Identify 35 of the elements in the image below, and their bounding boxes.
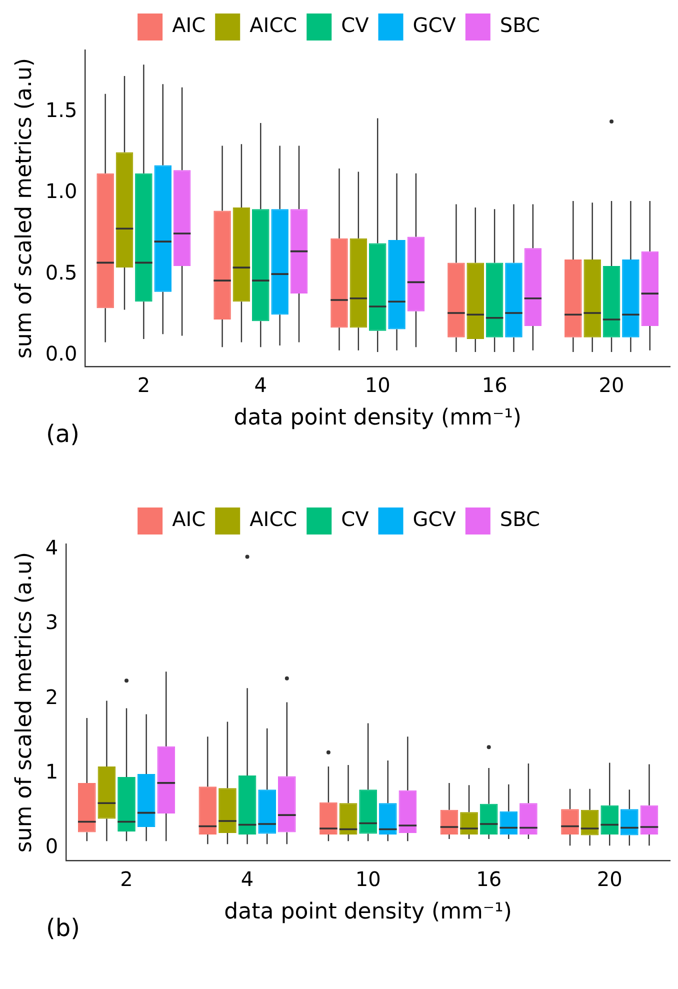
legend-label: GCV <box>412 507 456 532</box>
legend-label: AICC <box>250 507 298 532</box>
legend-label: AIC <box>172 507 206 532</box>
x-tick-label: 10 <box>355 866 381 891</box>
y-axis-title: sum of scaled metrics (a.u) <box>12 58 37 359</box>
legend-label: CV <box>341 13 370 38</box>
x-tick-label: 16 <box>482 372 508 397</box>
y-tick-label: 4 <box>45 535 58 560</box>
x-tick-label: 2 <box>137 372 150 397</box>
text: (b) <box>46 914 80 942</box>
legend-label: AICC <box>250 13 298 38</box>
y-tick-label: 0.5 <box>45 260 78 284</box>
x-tick-label: 2 <box>120 866 133 891</box>
x-tick-label: 4 <box>240 866 254 891</box>
legend-label: SBC <box>500 507 540 532</box>
y-tick-label: 0.0 <box>45 341 78 366</box>
y-tick-label: 2 <box>45 684 58 709</box>
x-axis-title: data point density (mm⁻¹) <box>224 900 512 925</box>
legend-label: SBC <box>500 13 540 38</box>
y-tick-label: 0 <box>45 834 58 858</box>
y-tick-label: 1 <box>45 759 58 784</box>
x-axis-title: data point density (mm⁻¹) <box>234 406 522 431</box>
x-tick-label: 20 <box>598 372 624 397</box>
legend-label: GCV <box>412 13 456 38</box>
x-tick-label: 16 <box>476 866 502 891</box>
text: (a) <box>46 420 80 448</box>
x-tick-label: 10 <box>364 372 390 397</box>
y-tick-label: 3 <box>45 610 58 634</box>
legend-label: AIC <box>172 13 206 38</box>
x-tick-label: 20 <box>596 866 622 891</box>
x-tick-label: 4 <box>254 372 268 397</box>
y-tick-label: 1.0 <box>45 179 78 204</box>
legend-label: CV <box>341 507 370 532</box>
y-tick-label: 1.5 <box>45 98 78 122</box>
y-axis-title: sum of scaled metrics (a.u) <box>12 552 37 853</box>
